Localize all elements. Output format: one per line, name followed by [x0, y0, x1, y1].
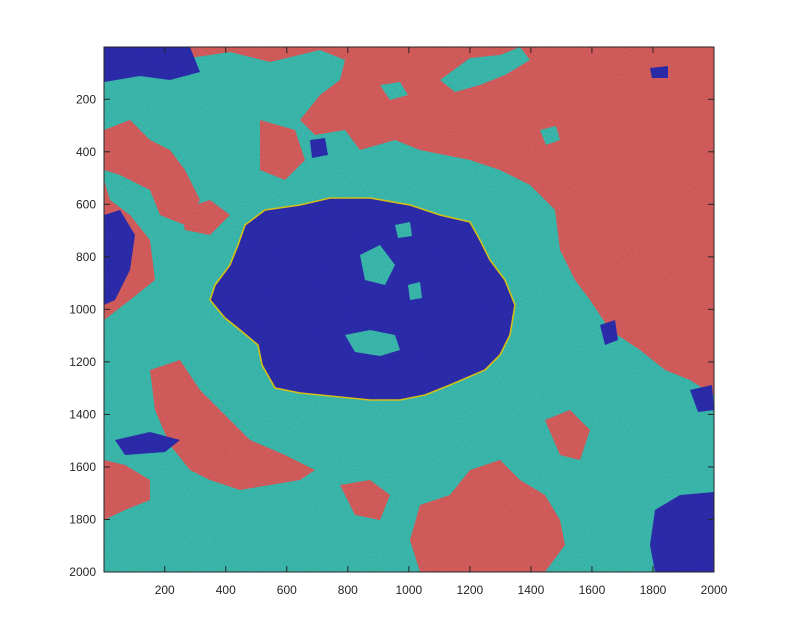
blue-region — [210, 198, 515, 400]
red-region — [545, 410, 590, 460]
boundary-line — [209, 197, 516, 401]
blue-region — [310, 138, 328, 158]
y-tick-label: 1000 — [69, 302, 96, 316]
x-tick-label: 1200 — [457, 583, 484, 597]
x-tick-label: 1800 — [640, 583, 667, 597]
y-tick-label: 1400 — [69, 407, 96, 421]
cyan-region — [345, 330, 400, 356]
cyan-region — [440, 47, 530, 92]
x-tick-label: 1400 — [518, 583, 545, 597]
x-tick-label: 1000 — [395, 583, 422, 597]
y-tick-label: 600 — [76, 197, 96, 211]
cyan-region — [395, 222, 412, 238]
blue-region — [650, 492, 714, 572]
y-tick-label: 1800 — [69, 512, 96, 526]
x-tick-label: 2000 — [701, 583, 728, 597]
cyan-region — [360, 245, 395, 285]
y-tick-label: 200 — [76, 92, 96, 106]
x-tick-label: 400 — [216, 583, 236, 597]
blue-region — [115, 432, 180, 455]
x-tick-label: 1600 — [579, 583, 606, 597]
red-region — [104, 120, 200, 225]
red-region — [340, 480, 390, 520]
y-tick-label: 800 — [76, 250, 96, 264]
red-region — [104, 460, 150, 520]
red-region — [410, 460, 565, 572]
cyan-region — [380, 82, 408, 100]
blue-region — [650, 66, 668, 78]
cyan-region — [408, 282, 422, 300]
y-tick-label: 1200 — [69, 355, 96, 369]
red-region — [180, 200, 230, 235]
y-tick-label: 400 — [76, 145, 96, 159]
y-axis: 200 400 600 800 1000 1200 1400 1600 1800 2000 — [69, 92, 714, 579]
segmentation-image — [104, 47, 714, 572]
blue-region — [600, 320, 618, 345]
y-tick-label: 1600 — [69, 460, 96, 474]
x-tick-label: 200 — [155, 583, 175, 597]
y-tick-label: 2000 — [69, 565, 96, 579]
blue-region — [104, 210, 135, 305]
x-tick-label: 800 — [338, 583, 358, 597]
red-region — [150, 360, 315, 490]
blue-region — [690, 385, 714, 412]
red-region — [260, 120, 305, 180]
blue-region — [104, 47, 200, 82]
cyan-region — [540, 126, 560, 145]
x-tick-label: 600 — [277, 583, 297, 597]
x-axis: 200 400 600 800 1000 1200 1400 1600 1800 2000 — [155, 47, 728, 597]
